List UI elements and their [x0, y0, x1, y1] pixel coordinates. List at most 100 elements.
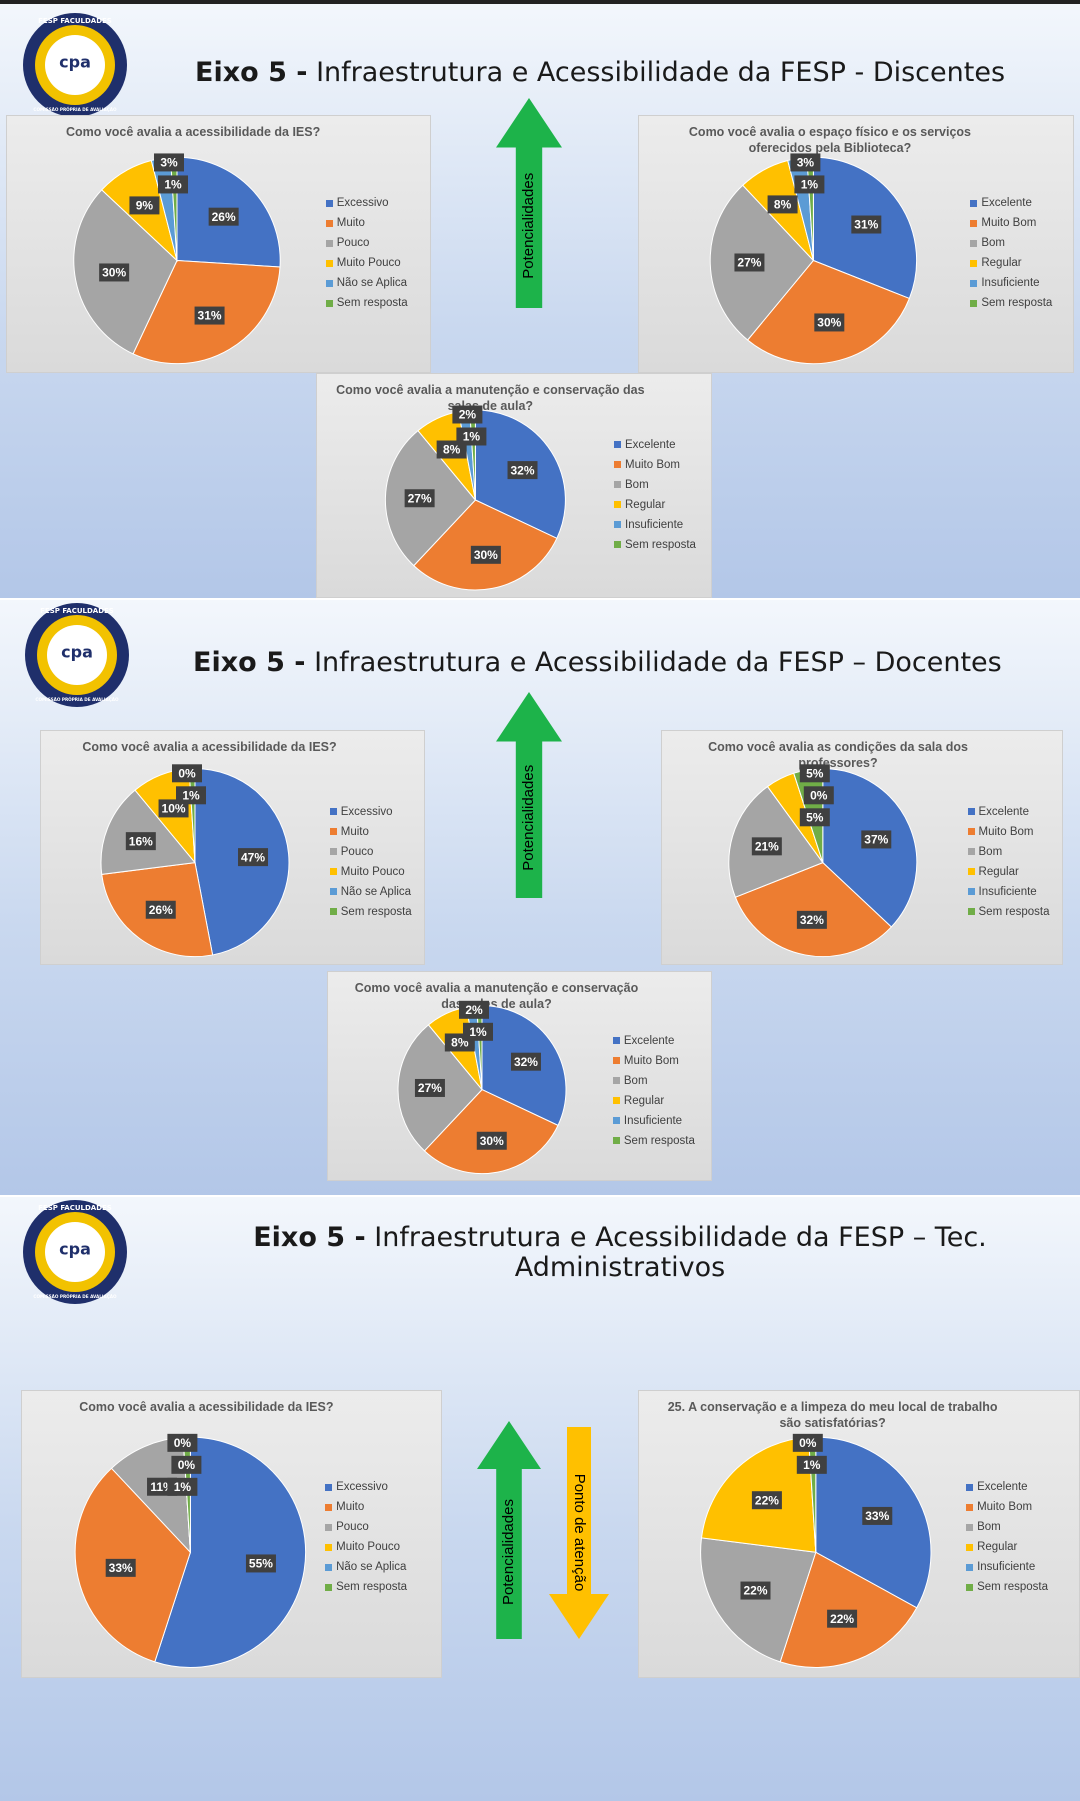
legend-item: Excessivo — [325, 193, 408, 213]
legend-label: Insuficiente — [625, 518, 684, 531]
label-box — [862, 1506, 893, 1525]
label-box — [459, 1000, 489, 1019]
legend-swatch — [325, 1483, 333, 1491]
legend-swatch — [612, 1077, 620, 1085]
legend-swatch — [967, 908, 975, 915]
legend-swatch — [614, 541, 621, 549]
label-box — [796, 910, 827, 929]
legend-swatch — [329, 868, 337, 875]
label-box — [470, 545, 501, 564]
pie: 31% 30% 27% 8% 3% 1% — [709, 153, 918, 365]
chart: Como você avalia a manutenção e conserva… — [327, 971, 712, 1181]
legend-swatch — [614, 501, 621, 509]
legend-item: Regular — [612, 1091, 695, 1111]
legend-item: Sem resposta — [614, 535, 696, 555]
label-box — [194, 306, 225, 325]
logo-inner — [45, 1222, 105, 1282]
legend-item: Excessivo — [325, 1477, 407, 1497]
logo-acronym: cpa — [59, 53, 91, 72]
slide-title: Eixo 5 - Infraestrutura e Acessibilidade… — [230, 1223, 1010, 1283]
chart: 25. A conservação e a limpeza do meu loc… — [638, 1390, 1080, 1678]
legend-swatch — [325, 259, 333, 267]
legend-item: Excelente — [612, 1031, 695, 1051]
label-box — [851, 215, 882, 234]
label-box — [99, 263, 130, 282]
legend-swatch — [970, 259, 978, 267]
chart: Como você avalia as condições da sala do… — [661, 730, 1063, 965]
data-label: 27% — [737, 256, 761, 270]
data-label: 0% — [810, 788, 828, 802]
data-label: 1% — [463, 430, 481, 444]
data-label: 30% — [102, 266, 126, 280]
legend-item: Não se Aplica — [329, 882, 412, 902]
arrow: Potencialidades — [477, 1421, 541, 1639]
arrow-label: Potencialidades — [500, 1499, 517, 1605]
legend-label: Excelente — [623, 1034, 675, 1047]
legend-swatch — [325, 299, 333, 307]
legend-label: Bom — [623, 1074, 648, 1087]
data-label: 2% — [465, 1003, 483, 1017]
chart-title: Como você avalia o espaço físico e os se… — [688, 125, 971, 155]
arrow-label: Potencialidades — [520, 765, 537, 871]
data-label: 33% — [865, 1509, 889, 1523]
legend-label: Insuficiente — [981, 277, 1040, 290]
legend-label: Bom — [978, 845, 1003, 858]
legend-item: Excelente — [967, 802, 1050, 822]
legend-label: Sem resposta — [336, 1581, 408, 1594]
label-box — [404, 489, 435, 508]
data-label: 22% — [755, 1493, 779, 1507]
data-label: 16% — [129, 834, 153, 848]
legend-item: Regular — [967, 862, 1050, 882]
legend-label: Muito Bom — [977, 1501, 1033, 1514]
legend-swatch — [614, 481, 621, 489]
data-label: 27% — [408, 491, 432, 505]
data-label: 30% — [817, 316, 841, 330]
label-box — [861, 830, 892, 849]
data-label: 10% — [162, 802, 186, 816]
legend: Excelente Muito Bom Bom Regular Insuficiente… — [614, 435, 696, 555]
legend-swatch — [325, 239, 333, 247]
logo-subtitle: COMISSÃO PRÓPRIA DE AVALIAÇÃO — [35, 697, 119, 702]
legend-swatch — [329, 808, 337, 815]
legend-item: Muito Pouco — [329, 862, 412, 882]
chart: Como você avalia a acessibilidade da IES… — [6, 115, 431, 373]
label-box — [125, 832, 156, 851]
legend-item: Regular — [966, 1537, 1048, 1557]
logo-acronym: cpa — [61, 643, 93, 662]
logo-name: FESP FACULDADES — [40, 607, 114, 615]
legend: Excessivo Muito Pouco Muito Pouco Não se Apl… — [325, 193, 408, 313]
arrow: Ponto de atenção — [549, 1427, 609, 1639]
legend-swatch — [325, 199, 333, 207]
chart-title: Como você avalia a manutenção e conserva… — [354, 981, 639, 1011]
legend-swatch — [966, 1503, 974, 1511]
arrow: Potencialidades — [496, 692, 562, 898]
legend-label: Pouco — [336, 237, 370, 250]
legend-label: Regular — [625, 498, 666, 511]
data-label: 1% — [803, 1458, 821, 1472]
pie: 32%30%27%8%2%1% — [397, 1000, 567, 1175]
logo-subtitle: COMISSÃO PRÓPRIA DE AVALIAÇÃO — [33, 1294, 117, 1299]
data-label: 1% — [801, 178, 819, 192]
data-label: 37% — [864, 833, 888, 847]
legend-item: Insuficiente — [614, 515, 696, 535]
slide-title-text: Infraestrutura e Acessibilidade da FESP … — [314, 647, 1002, 678]
data-label: 33% — [109, 1561, 133, 1575]
slide-title-bold: Eixo 5 - — [253, 1222, 366, 1253]
pie-slice — [746, 259, 911, 365]
legend-swatch — [967, 848, 975, 855]
chart-title: Como você avalia a acessibilidade da IES… — [79, 1400, 334, 1414]
pie: 37% 32% 21% 5% 0% 5% — [728, 764, 918, 958]
pie: 47% 26% 16% 10% 0% 1% — [100, 764, 290, 958]
slide-title-bold: Eixo 5 - — [195, 57, 308, 88]
chart-title: 25. A conservação e a limpeza do meu loc… — [667, 1400, 998, 1430]
data-label: 5% — [806, 766, 824, 780]
legend-swatch — [329, 908, 337, 915]
arrow-label: Ponto de atenção — [571, 1474, 588, 1592]
data-label: 9% — [136, 199, 154, 213]
legend-swatch — [970, 239, 978, 247]
legend-item: Insuficiente — [966, 1557, 1048, 1577]
label-box — [751, 837, 782, 856]
legend-item: Não se Aplica — [325, 1557, 407, 1577]
legend-swatch — [970, 219, 978, 227]
legend-item: Muito Bom — [966, 1497, 1048, 1517]
